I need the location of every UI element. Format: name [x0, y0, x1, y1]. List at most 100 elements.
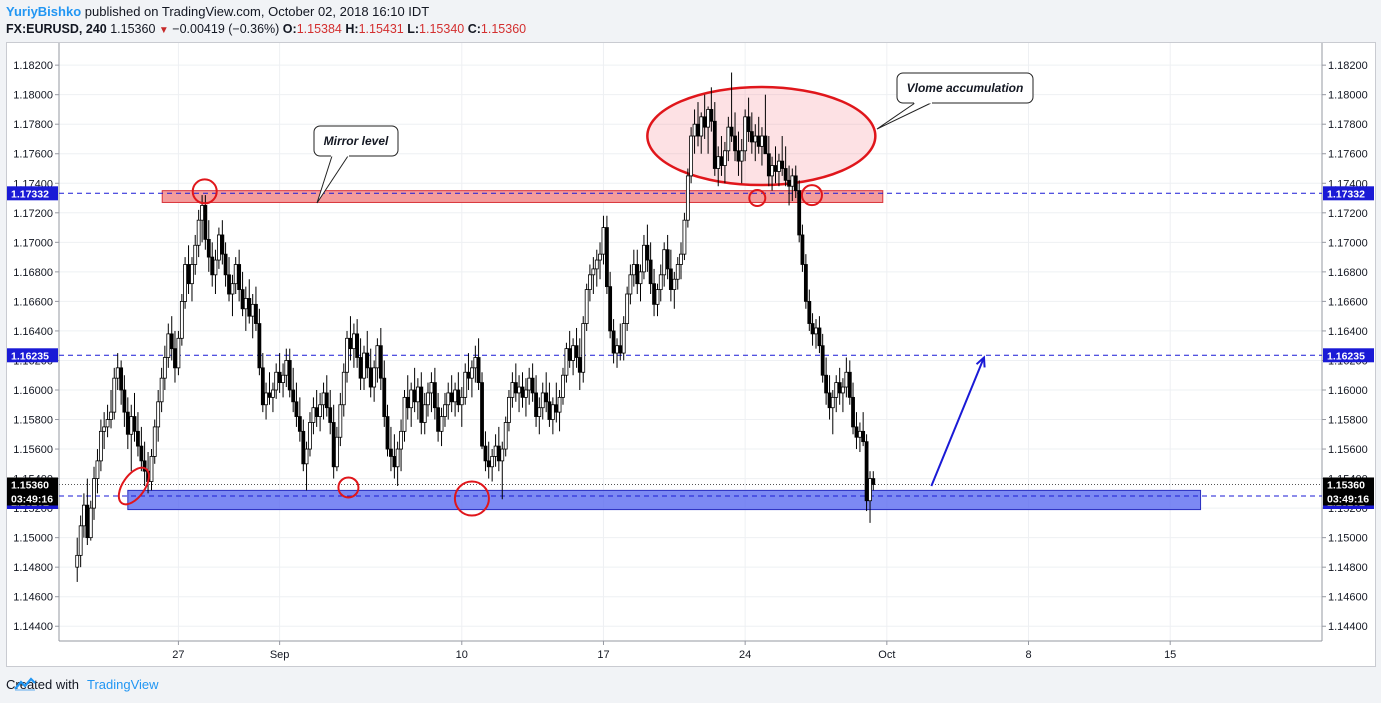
- candle-up: [166, 333, 171, 358]
- candle-down: [139, 445, 144, 462]
- y-tick-label-right: 1.17800: [1328, 119, 1368, 131]
- candle-down: [365, 352, 370, 369]
- candle-up: [335, 436, 339, 468]
- y-tick-label-right: 1.15800: [1328, 415, 1368, 427]
- candle-down: [736, 150, 741, 162]
- ohlc-legend: FX:EURUSD, 240 1.15360 ▼ −0.00419 (−0.36…: [6, 22, 526, 36]
- candle-up: [692, 123, 697, 137]
- candle-down: [119, 367, 124, 391]
- candle-up: [699, 116, 704, 137]
- close-value: 1.15360: [480, 22, 527, 36]
- mirror-level-callout-label: Mirror level: [324, 134, 389, 148]
- candle-down: [301, 430, 306, 465]
- candle-down: [483, 445, 488, 462]
- candle-up: [679, 253, 683, 265]
- candle-down: [729, 126, 734, 137]
- candle-down: [635, 264, 640, 285]
- candle-down: [456, 389, 461, 406]
- candle-down: [608, 286, 613, 332]
- candle-down: [240, 289, 245, 310]
- level-1-17332-tag-left: [7, 186, 58, 201]
- candle-down: [237, 264, 242, 290]
- y-tick-label-right: 1.16400: [1328, 326, 1368, 338]
- candle-down: [797, 190, 802, 236]
- candle-up: [152, 426, 157, 457]
- candle-down: [824, 374, 829, 394]
- level-1-16235-tag-left-label: 1.16235: [11, 350, 49, 362]
- candle-up: [311, 407, 316, 423]
- candle-down: [476, 357, 481, 384]
- candle-up: [233, 264, 238, 285]
- candle-up: [156, 401, 161, 428]
- candle-up: [658, 274, 663, 290]
- candle-up: [200, 205, 204, 221]
- candle-down: [432, 382, 437, 409]
- level-1-17332-tag-left-label: 1.17332: [11, 188, 49, 200]
- price-change: −0.00419 (−0.36%): [172, 22, 280, 36]
- candle-up: [399, 430, 403, 450]
- candle-up: [571, 345, 576, 361]
- candle-down: [227, 274, 231, 295]
- candle-up: [341, 371, 346, 406]
- candle-up: [642, 244, 646, 273]
- last-price-tag-right: [1323, 477, 1374, 506]
- candle-down: [496, 445, 501, 462]
- candle-down: [820, 345, 825, 376]
- candle-up: [655, 289, 660, 305]
- candle-up: [550, 404, 555, 420]
- candle-up: [92, 478, 96, 509]
- candle-up: [149, 456, 154, 482]
- candle-down: [645, 244, 650, 261]
- price-chart[interactable]: 1.18200 1.18200 1.18000 1.18000 1.17800 1.178…: [7, 43, 1375, 666]
- candle-up: [352, 333, 356, 350]
- y-tick-label-left: 1.18000: [13, 90, 53, 102]
- y-tick-label-left: 1.18200: [13, 60, 53, 72]
- candle-up: [345, 337, 349, 373]
- candle-down: [466, 371, 471, 379]
- candle-up: [375, 345, 380, 369]
- candle-down: [436, 407, 441, 432]
- candle-down: [611, 330, 616, 354]
- candle-up: [503, 422, 508, 450]
- y-tick-label-left: 1.15000: [13, 533, 53, 545]
- candle-up: [672, 278, 677, 290]
- candle-down: [257, 323, 262, 369]
- candle-up: [243, 298, 248, 310]
- candle-up: [834, 382, 839, 398]
- candle-up: [510, 382, 515, 398]
- low-label: L:: [407, 22, 420, 36]
- candle-up: [105, 419, 110, 428]
- tradingview-link[interactable]: TradingView: [86, 677, 159, 692]
- created-with-text: Created with: [6, 677, 79, 692]
- candle-up: [426, 392, 430, 406]
- candle-down: [783, 168, 788, 181]
- candle-up: [524, 389, 528, 398]
- candle-up: [760, 135, 764, 147]
- candle-up: [790, 175, 795, 187]
- candle-down: [513, 382, 518, 394]
- chart-panel[interactable]: 1.18200 1.18200 1.18000 1.18000 1.17800 1.178…: [6, 42, 1376, 667]
- candle-up: [281, 374, 285, 384]
- candle-down: [773, 165, 778, 172]
- candle-up: [726, 126, 731, 152]
- candle-down: [827, 392, 832, 409]
- candle-up: [338, 404, 343, 438]
- y-tick-label-left: 1.16600: [13, 296, 53, 308]
- candle-up: [159, 377, 164, 403]
- author-name[interactable]: YuriyBishko: [6, 4, 82, 19]
- candle-up: [429, 382, 434, 394]
- candle-up: [446, 392, 451, 406]
- y-tick-label-right: 1.14800: [1328, 562, 1368, 574]
- candle-down: [665, 249, 670, 270]
- candle-down: [696, 123, 700, 137]
- candle-down: [817, 327, 822, 347]
- y-tick-label-right: 1.16000: [1328, 385, 1368, 397]
- candle-up: [395, 448, 400, 468]
- y-tick-label-left: 1.15800: [13, 415, 53, 427]
- candle-down: [668, 268, 673, 290]
- candle-down: [314, 407, 319, 417]
- candle-up: [706, 109, 711, 128]
- candle-up: [321, 392, 326, 406]
- candle-up: [777, 160, 781, 172]
- candle-up: [689, 135, 694, 177]
